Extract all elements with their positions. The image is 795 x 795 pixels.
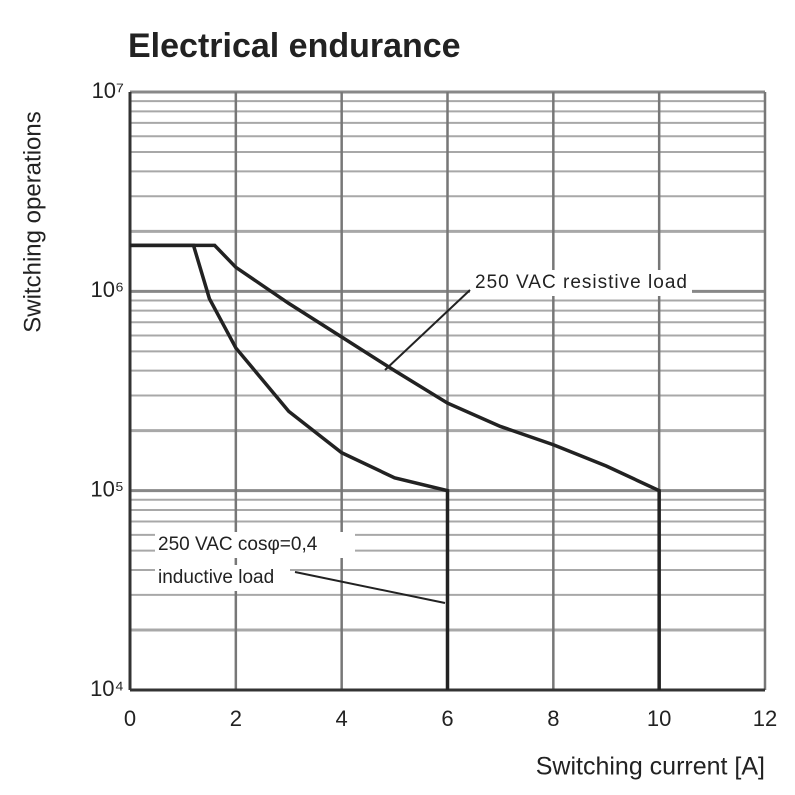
x-tick-label: 12 <box>753 706 777 731</box>
x-axis-label: Switching current [A] <box>536 753 765 781</box>
x-tick-label: 2 <box>230 706 242 731</box>
annotation: 250 VAC resistive load <box>475 272 687 293</box>
y-tick-label: 10⁴ <box>90 676 124 701</box>
series-line <box>130 243 661 690</box>
leader-line <box>294 571 446 604</box>
x-tick-label: 8 <box>547 706 559 731</box>
annotation: 250 VAC cosφ=0,4 <box>158 534 318 555</box>
series-line <box>130 243 450 690</box>
leader-line <box>384 289 471 371</box>
x-tick-label: 4 <box>336 706 348 731</box>
y-tick-label: 10⁵ <box>90 476 124 501</box>
y-tick-label: 10⁶ <box>90 277 124 302</box>
x-tick-label: 10 <box>647 706 671 731</box>
y-tick-label: 10⁷ <box>92 78 124 103</box>
annotation-bg <box>155 565 290 591</box>
x-tick-label: 0 <box>124 706 136 731</box>
x-tick-label: 6 <box>441 706 453 731</box>
y-axis-label: Switching operations <box>19 111 46 332</box>
annotation-bg <box>470 270 692 296</box>
annotation: inductive load <box>158 567 274 588</box>
annotation-bg <box>155 532 355 558</box>
chart-title: Electrical endurance <box>128 27 461 65</box>
